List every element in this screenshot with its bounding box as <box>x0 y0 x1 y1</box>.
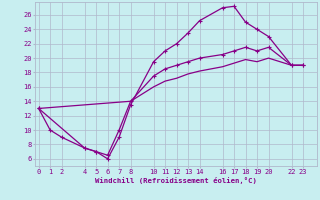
X-axis label: Windchill (Refroidissement éolien,°C): Windchill (Refroidissement éolien,°C) <box>95 177 257 184</box>
